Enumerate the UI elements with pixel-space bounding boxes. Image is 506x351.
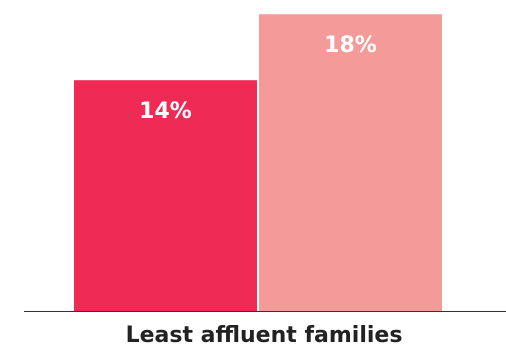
bars-group [74, 14, 442, 312]
bar-value-label-1: 14% [139, 99, 192, 124]
bar-value-label-2: 18% [324, 33, 377, 58]
bar-2 [259, 14, 442, 311]
bar-value-labels: 14% 18% [139, 33, 377, 124]
bar-1 [74, 80, 257, 312]
category-label: Least affluent families [126, 323, 403, 348]
